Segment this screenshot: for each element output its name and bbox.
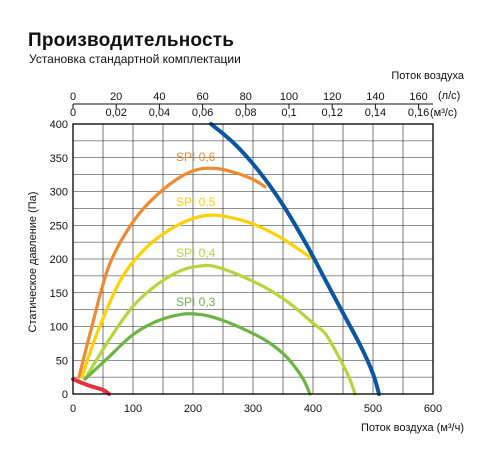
top-tick-label-m3s: 0,06 bbox=[192, 107, 213, 119]
x-tick-label: 300 bbox=[244, 403, 262, 415]
top-tick-label-m3s: 0 bbox=[70, 107, 76, 119]
y-tick-label: 300 bbox=[50, 187, 68, 199]
top-tick-label-ls: 140 bbox=[366, 91, 384, 103]
series-line-4 bbox=[209, 122, 381, 396]
top-tick-label-m3s: 0,02 bbox=[105, 107, 126, 119]
y-tick-label: 150 bbox=[50, 288, 68, 300]
top-tick-label-m3s: 0,04 bbox=[149, 107, 170, 119]
y-tick-label: 200 bbox=[50, 254, 68, 266]
top-tick-label-ls: 20 bbox=[110, 91, 122, 103]
y-tick-label: 100 bbox=[50, 322, 68, 334]
series-label: SPI 0,4 bbox=[176, 246, 216, 260]
x-axis-title: Поток воздуха (м³/ч) bbox=[361, 422, 464, 434]
top-tick-label-m3s: 0,14 bbox=[365, 107, 386, 119]
y-tick-label: 350 bbox=[50, 153, 68, 165]
y-tick-label: 400 bbox=[50, 119, 68, 131]
series-line-1 bbox=[80, 213, 315, 379]
top-tick-label-ls: 80 bbox=[240, 91, 252, 103]
plot-frame bbox=[72, 123, 434, 395]
y-tick-label: 250 bbox=[50, 220, 68, 232]
series-line-3 bbox=[83, 312, 312, 396]
x-tick-label: 500 bbox=[364, 403, 382, 415]
top-units-ls: (л/с) bbox=[438, 90, 460, 102]
top-tick-label-m3s: 0,12 bbox=[321, 107, 342, 119]
x-tick-label: 400 bbox=[304, 403, 322, 415]
y-tick-label: 0 bbox=[62, 389, 68, 401]
x-tick-label: 600 bbox=[424, 403, 442, 415]
top-tick-label-ls: 100 bbox=[280, 91, 298, 103]
top-tick-label-ls: 40 bbox=[153, 91, 165, 103]
page-title: Производительность bbox=[28, 30, 235, 51]
x-tick-label: 200 bbox=[184, 403, 202, 415]
top-tick-label-m3s: 0,08 bbox=[235, 107, 256, 119]
top-tick-label-m3s: 0,16 bbox=[408, 107, 429, 119]
y-axis-title: Статическое давление (Па) bbox=[27, 192, 39, 333]
series-label: SPI 0,5 bbox=[176, 195, 216, 209]
page-subtitle: Установка стандартной комплектации bbox=[29, 52, 241, 66]
series-line-5 bbox=[71, 377, 111, 396]
top-units-m3s: (м³/с) bbox=[430, 107, 457, 119]
series-line-0 bbox=[77, 166, 267, 379]
top-tick-label-ls: 160 bbox=[409, 91, 427, 103]
x-tick-label: 0 bbox=[70, 403, 76, 415]
series-line-2 bbox=[83, 263, 357, 396]
top-axis-title: Поток воздуха bbox=[391, 70, 464, 82]
top-tick-label-ls: 0 bbox=[70, 91, 76, 103]
top-tick-label-ls: 60 bbox=[196, 91, 208, 103]
y-tick-label: 50 bbox=[56, 355, 68, 367]
top-tick-label-ls: 120 bbox=[323, 91, 341, 103]
top-tick-label-m3s: 0,1 bbox=[281, 107, 296, 119]
series-label: SPI 0,6 bbox=[176, 150, 216, 164]
x-tick-label: 100 bbox=[124, 403, 142, 415]
series-label: SPI 0,3 bbox=[176, 295, 216, 309]
